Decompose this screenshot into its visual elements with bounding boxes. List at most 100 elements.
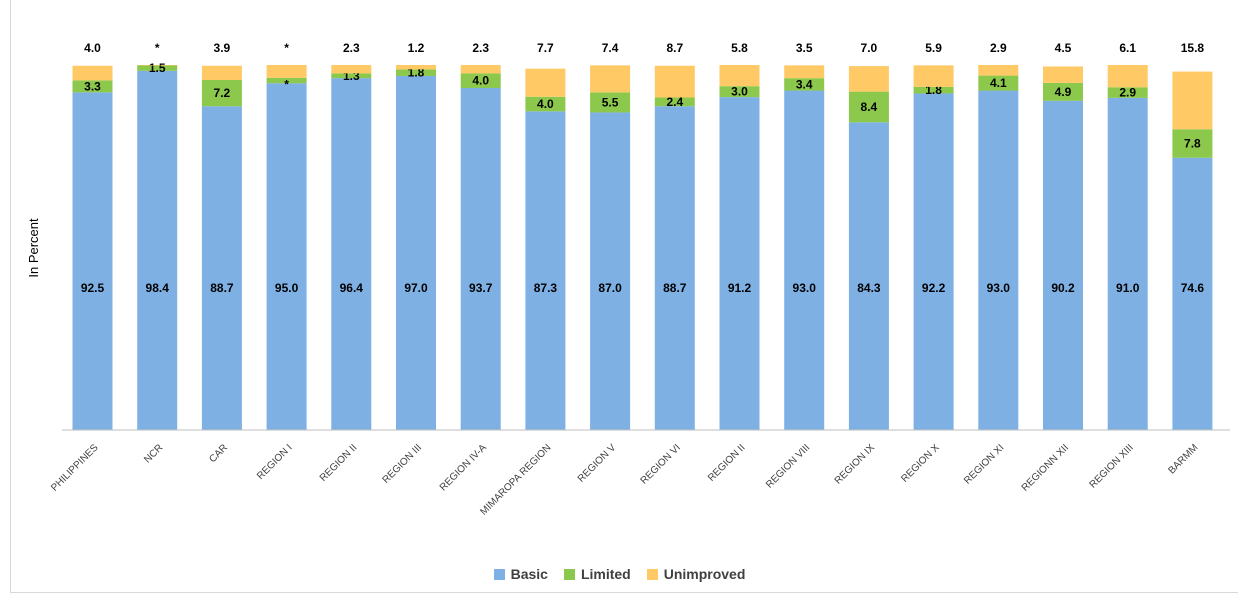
bar-unimproved-7 xyxy=(525,68,566,97)
legend-label-limited: Limited xyxy=(580,566,631,582)
data-label-unimproved-1: * xyxy=(155,41,160,55)
bar-limited-12 xyxy=(848,91,889,123)
data-label-limited-1: 1.5 xyxy=(149,61,166,75)
data-label-limited-17: 7.8 xyxy=(1184,136,1201,150)
data-label-basic-6: 93.7 xyxy=(469,281,493,295)
bar-unimproved-9 xyxy=(654,65,695,98)
data-label-unimproved-10: 5.8 xyxy=(731,41,748,55)
data-label-basic-9: 88.7 xyxy=(663,281,687,295)
category-label-12: REGION IX xyxy=(833,442,878,487)
bar-limited-6 xyxy=(460,73,501,88)
bar-limited-13 xyxy=(913,86,954,94)
bar-unimproved-17 xyxy=(1172,71,1213,130)
data-label-unimproved-11: 3.5 xyxy=(796,41,813,55)
data-label-unimproved-2: 3.9 xyxy=(214,41,231,55)
bar-limited-8 xyxy=(590,92,631,113)
data-label-limited-7: 4.0 xyxy=(537,97,554,111)
data-label-limited-11: 3.4 xyxy=(796,77,813,91)
category-label-5: REGION III xyxy=(381,442,425,486)
bar-basic-9 xyxy=(654,106,695,431)
category-label-8: REGION V xyxy=(576,442,619,485)
data-label-basic-7: 87.3 xyxy=(534,281,558,295)
data-label-limited-10: 3.0 xyxy=(731,85,748,99)
bar-limited-9 xyxy=(654,97,695,107)
data-label-basic-4: 96.4 xyxy=(340,281,364,295)
data-label-unimproved-15: 4.5 xyxy=(1055,41,1072,55)
bar-basic-2 xyxy=(201,106,242,431)
bar-unimproved-11 xyxy=(784,65,825,79)
data-label-basic-13: 92.2 xyxy=(922,281,946,295)
data-label-limited-6: 4.0 xyxy=(472,74,489,88)
data-label-basic-0: 92.5 xyxy=(81,281,105,295)
bar-unimproved-16 xyxy=(1107,65,1148,88)
category-label-17: BARMM xyxy=(1166,442,1200,476)
category-label-1: NCR xyxy=(142,442,165,465)
y-axis-label: In Percent xyxy=(26,218,41,278)
data-label-unimproved-5: 1.2 xyxy=(408,41,425,55)
data-label-basic-16: 91.0 xyxy=(1116,281,1140,295)
bar-basic-0 xyxy=(72,92,113,430)
bar-basic-10 xyxy=(719,97,760,431)
bar-limited-5 xyxy=(396,69,436,76)
data-label-basic-15: 90.2 xyxy=(1051,281,1075,295)
bar-unimproved-3 xyxy=(266,65,307,78)
bar-limited-11 xyxy=(784,78,825,91)
bar-limited-16 xyxy=(1107,87,1148,98)
data-label-unimproved-3: * xyxy=(284,41,289,55)
bar-unimproved-10 xyxy=(719,65,760,87)
bar-unimproved-12 xyxy=(848,66,889,92)
category-label-14: REGION XI xyxy=(962,442,1006,486)
bar-basic-4 xyxy=(331,78,372,430)
bar-basic-3 xyxy=(266,83,307,430)
data-label-unimproved-9: 8.7 xyxy=(666,41,683,55)
data-label-limited-3: * xyxy=(284,78,289,92)
category-label-2: CAR xyxy=(207,442,230,465)
bar-unimproved-1 xyxy=(137,65,178,66)
data-label-basic-12: 84.3 xyxy=(857,281,881,295)
data-label-basic-3: 95.0 xyxy=(275,281,299,295)
bar-basic-7 xyxy=(525,111,566,430)
bar-limited-10 xyxy=(719,86,760,98)
category-label-4: REGION II xyxy=(318,442,360,484)
bar-limited-15 xyxy=(1043,82,1083,101)
data-label-unimproved-8: 7.4 xyxy=(602,41,619,55)
data-label-limited-12: 8.4 xyxy=(861,100,878,114)
data-label-unimproved-16: 6.1 xyxy=(1119,41,1136,55)
bar-basic-11 xyxy=(784,90,825,431)
legend-swatch-unimproved xyxy=(646,568,658,580)
data-label-basic-14: 93.0 xyxy=(987,281,1011,295)
legend: Basic Limited Unimproved xyxy=(0,566,1239,582)
legend-swatch-basic xyxy=(493,568,505,580)
bar-limited-17 xyxy=(1172,129,1213,158)
data-label-basic-5: 97.0 xyxy=(404,281,428,295)
data-label-unimproved-14: 2.9 xyxy=(990,41,1007,55)
data-label-basic-2: 88.7 xyxy=(210,281,234,295)
bar-basic-5 xyxy=(396,75,436,430)
data-label-basic-11: 93.0 xyxy=(793,281,817,295)
bar-basic-13 xyxy=(913,93,954,430)
bar-basic-17 xyxy=(1172,157,1213,430)
bar-unimproved-4 xyxy=(331,65,372,74)
data-label-limited-8: 5.5 xyxy=(602,95,619,109)
data-label-limited-9: 2.4 xyxy=(666,95,683,109)
category-label-0: PHILIPPINES xyxy=(49,442,101,494)
bar-unimproved-14 xyxy=(978,65,1019,76)
legend-item-unimproved: Unimproved xyxy=(646,566,745,582)
bar-limited-0 xyxy=(72,80,113,93)
bar-basic-14 xyxy=(978,90,1019,431)
bar-basic-6 xyxy=(460,87,501,431)
bars-group: 92.5 3.3 4.0 98.4 1.5 * 88.7 7.2 3.9 95.0 * * 96.4 1.… xyxy=(72,41,1213,431)
data-label-basic-17: 74.6 xyxy=(1181,281,1205,295)
category-label-6: REGION IV-A xyxy=(438,442,489,493)
category-labels: PHILIPPINES NCR CAR REGION I REGION II REGION… xyxy=(49,442,1200,517)
data-label-limited-0: 3.3 xyxy=(84,79,101,93)
bar-unimproved-6 xyxy=(460,65,501,74)
bar-basic-12 xyxy=(848,122,889,431)
data-label-unimproved-6: 2.3 xyxy=(472,41,489,55)
bar-basic-15 xyxy=(1043,100,1083,431)
data-label-limited-16: 2.9 xyxy=(1119,86,1136,100)
category-label-10: REGION II xyxy=(706,442,748,484)
bar-limited-1 xyxy=(137,65,178,71)
legend-swatch-limited xyxy=(563,568,575,580)
